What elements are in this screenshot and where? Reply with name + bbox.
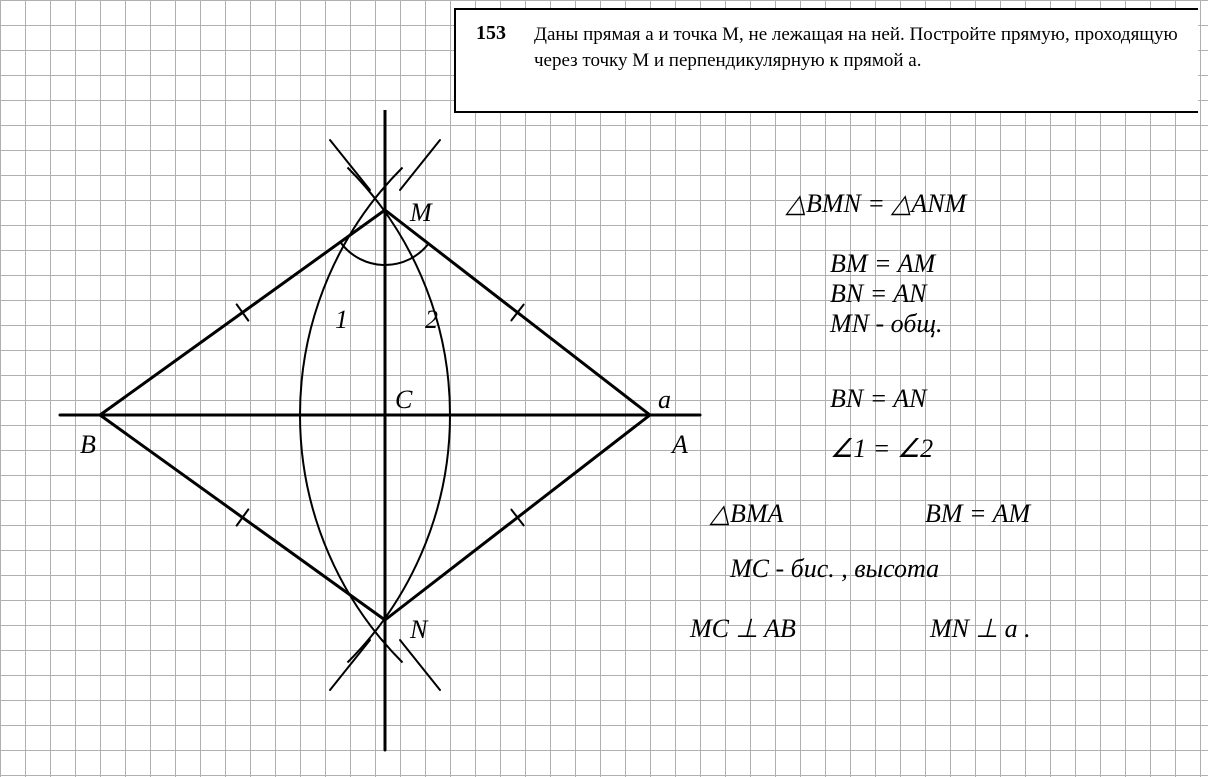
diagram-svg [40, 110, 720, 760]
work-line-2: BN = AN [830, 280, 927, 309]
problem-number: 153 [476, 22, 506, 99]
work-line-10: MN ⊥ a . [930, 615, 1031, 644]
label-M: M [410, 198, 432, 228]
work-line-1: BM = AM [830, 250, 935, 279]
label-B: B [80, 430, 96, 460]
geometry-diagram: M N A B C a 1 2 [40, 110, 720, 760]
work-line-8: MC - бис. , высота [730, 555, 939, 584]
label-a: a [658, 385, 671, 415]
label-C: C [395, 385, 412, 415]
label-N: N [410, 615, 427, 645]
label-A: A [672, 430, 688, 460]
work-line-9: MC ⊥ AB [690, 615, 796, 644]
problem-text: Даны прямая a и точка M, не лежащая на н… [534, 22, 1178, 99]
work-line-5: ∠1 = ∠2 [830, 435, 933, 464]
problem-box: 153 Даны прямая a и точка M, не лежащая … [454, 8, 1198, 113]
work-line-6: △BMA [710, 500, 783, 529]
label-angle-2: 2 [425, 305, 438, 335]
work-line-4: BN = AN [830, 385, 927, 414]
work-line-3: MN - общ. [830, 310, 943, 339]
work-line-0: △BMN = △ANM [786, 190, 966, 219]
label-angle-1: 1 [335, 305, 348, 335]
work-line-7: BM = AM [925, 500, 1030, 529]
